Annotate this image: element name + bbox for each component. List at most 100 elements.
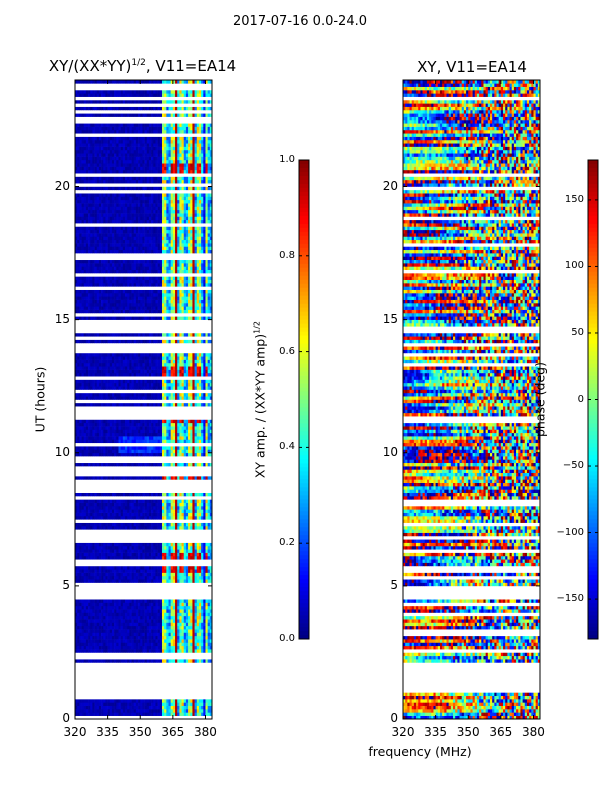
left-heatmap-cell — [192, 705, 195, 710]
left-heatmap-cell — [105, 386, 108, 390]
left-heatmap-cell — [92, 332, 95, 337]
left-heatmap-cell — [122, 396, 126, 400]
left-heatmap-cell — [172, 302, 176, 307]
left-heatmap-cell — [79, 439, 82, 444]
left-heatmap-cell — [101, 446, 104, 450]
left-heatmap-cell — [183, 426, 187, 430]
left-heatmap-cell — [194, 369, 198, 374]
left-heatmap-cell — [179, 462, 182, 467]
left-heatmap-cell — [77, 712, 80, 716]
left-heatmap-cell — [116, 492, 119, 497]
left-heatmap-cell — [140, 635, 143, 640]
left-heatmap-cell — [81, 362, 84, 367]
left-heatmap-cell — [98, 392, 102, 397]
left-heatmap-cell — [88, 542, 91, 547]
left-heatmap-cell — [179, 359, 182, 364]
left-heatmap-cell — [203, 659, 206, 663]
left-heatmap-cell — [170, 382, 174, 387]
left-heatmap-cell — [181, 565, 185, 570]
left-heatmap-cell — [88, 522, 91, 527]
left-heatmap-cell — [98, 642, 102, 647]
left-heatmap-cell — [138, 565, 141, 570]
left-heatmap-cell — [131, 366, 135, 370]
left-heatmap-cell — [157, 339, 161, 344]
left-heatmap-cell — [159, 382, 163, 387]
left-heatmap-cell — [196, 632, 200, 637]
left-heatmap-cell — [92, 369, 95, 374]
left-heatmap-cell — [81, 615, 84, 620]
left-heatmap-cell — [94, 302, 98, 307]
left-heatmap-cell — [118, 452, 121, 457]
left-heatmap-cell — [188, 302, 191, 307]
left-heatmap-cell — [125, 432, 128, 437]
left-heatmap-cell — [107, 506, 111, 510]
left-heatmap-cell — [125, 629, 128, 633]
left-heatmap-cell — [138, 509, 141, 513]
left-heatmap-cell — [83, 572, 87, 577]
left-heatmap-cell — [101, 352, 104, 357]
left-heatmap-cell — [155, 386, 158, 390]
left-heatmap-cell — [146, 515, 150, 520]
left-heatmap-cell — [207, 382, 211, 387]
left-heatmap-cell — [83, 429, 87, 434]
left-heatmap-cell — [122, 289, 126, 294]
left-heatmap-cell — [164, 362, 167, 367]
left-heatmap-cell — [185, 339, 189, 344]
left-heatmap-cell — [109, 426, 113, 430]
left-heatmap-cell — [166, 372, 169, 377]
left-heatmap-cell — [92, 525, 95, 530]
left-flagged-row — [75, 376, 212, 380]
left-heatmap-cell — [118, 602, 121, 607]
left-heatmap-cell — [129, 552, 132, 557]
left-heatmap-cell — [116, 339, 119, 344]
left-heatmap-cell — [116, 642, 119, 647]
left-heatmap-cell — [159, 542, 163, 547]
left-heatmap-cell — [107, 649, 111, 653]
left-heatmap-cell — [125, 276, 128, 280]
left-heatmap-cell — [161, 299, 165, 304]
left-heatmap-cell — [159, 419, 163, 424]
left-heatmap-cell — [207, 575, 211, 580]
left-heatmap-cell — [98, 515, 102, 520]
left-heatmap-cell — [79, 549, 82, 553]
left-heatmap-cell — [75, 579, 78, 583]
left-heatmap-cell — [170, 712, 174, 716]
left-heatmap-cell — [192, 426, 195, 430]
left-heatmap-cell — [116, 555, 119, 560]
left-heatmap-cell — [114, 432, 117, 437]
left-heatmap-cell — [188, 382, 191, 387]
left-heatmap-cell — [164, 515, 167, 520]
left-heatmap-cell — [175, 386, 178, 390]
left-heatmap-cell — [120, 555, 124, 560]
left-heatmap-cell — [153, 625, 156, 630]
left-heatmap-cell — [155, 525, 158, 530]
left-heatmap-cell — [116, 525, 119, 530]
left-heatmap-cell — [168, 429, 171, 434]
left-heatmap-cell — [155, 699, 158, 703]
left-heatmap-cell — [85, 632, 89, 637]
left-heatmap-cell — [148, 492, 152, 497]
left-heatmap-cell — [148, 659, 152, 663]
left-heatmap-cell — [77, 549, 80, 553]
left-heatmap-cell — [101, 552, 104, 557]
left-heatmap-cell — [129, 609, 132, 613]
left-heatmap-cell — [140, 283, 143, 287]
left-heatmap-cell — [168, 299, 171, 304]
left-heatmap-cell — [85, 289, 89, 294]
left-heatmap-cell — [85, 439, 89, 444]
left-heatmap-cell — [77, 332, 80, 337]
left-heatmap-cell — [109, 645, 113, 650]
left-heatmap-cell — [170, 575, 174, 580]
left-heatmap-cell — [79, 426, 82, 430]
left-heatmap-cell — [155, 502, 158, 507]
left-heatmap-cell — [175, 476, 178, 480]
left-heatmap-cell — [83, 419, 87, 424]
left-heatmap-cell — [101, 599, 104, 603]
left-heatmap-cell — [129, 362, 132, 367]
left-heatmap-cell — [207, 446, 211, 450]
left-heatmap-cell — [161, 306, 165, 310]
left-heatmap-cell — [109, 296, 113, 300]
left-heatmap-cell — [209, 316, 213, 320]
left-heatmap-cell — [159, 659, 163, 663]
left-heatmap-cell — [79, 569, 82, 573]
